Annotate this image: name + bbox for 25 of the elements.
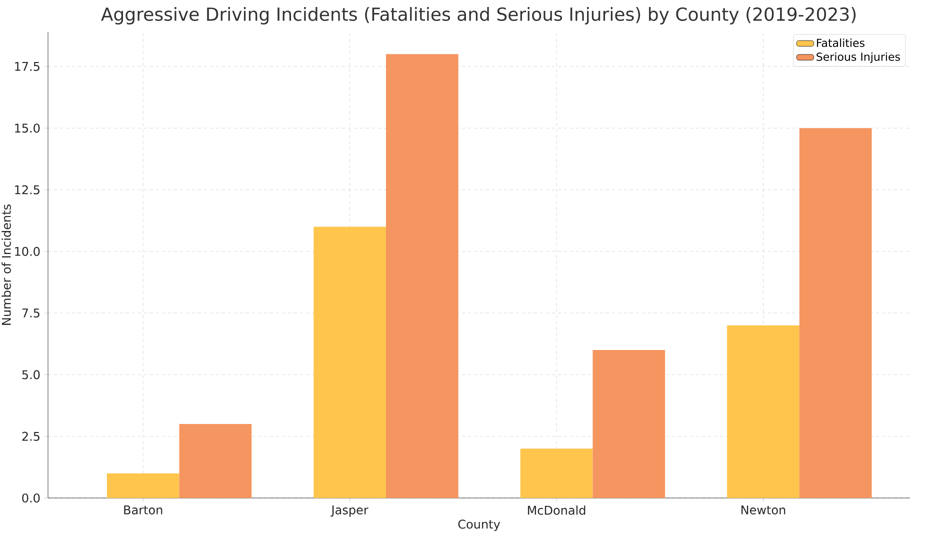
bar <box>179 424 252 498</box>
y-tick-label: 5.0 <box>22 370 40 380</box>
x-axis-title: County <box>458 520 500 532</box>
x-tick-label: Newton <box>741 506 786 514</box>
chart-title: Aggressive Driving Incidents (Fatalities and Serious Injuries) by County (2019-2023) <box>101 7 856 24</box>
y-tick-label: 0.0 <box>22 493 40 503</box>
legend-label: Serious Injuries <box>816 52 900 64</box>
bar <box>314 226 386 498</box>
y-tick-label: 12.5 <box>15 185 40 194</box>
bar <box>727 325 800 498</box>
y-tick-label: 7.5 <box>22 308 40 318</box>
x-tick-label: Jasper <box>330 506 368 517</box>
y-tick-label: 10.0 <box>15 246 40 256</box>
y-axis-title: Number of Incidents <box>2 204 11 325</box>
bar <box>386 54 458 498</box>
bar <box>592 350 666 498</box>
y-tick-label: 2.5 <box>22 432 40 441</box>
y-tick-label: 15.0 <box>15 124 40 133</box>
bar <box>520 448 593 498</box>
y-tick-label: 17.5 <box>15 62 40 71</box>
x-tick-label: Barton <box>124 506 162 514</box>
bar <box>106 473 180 498</box>
bar <box>799 128 872 498</box>
x-tick-label: McDonald <box>528 506 586 515</box>
legend-label: Fatalities <box>816 38 864 48</box>
